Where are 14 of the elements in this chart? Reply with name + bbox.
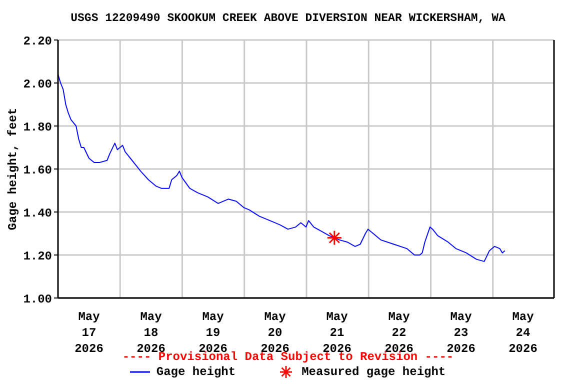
chart-title: USGS 12209490 SKOOKUM CREEK ABOVE DIVERSION NEAR WICKERSHAM, WA bbox=[70, 12, 506, 25]
x-tick-label: May 23 2026 bbox=[446, 310, 476, 356]
y-tick-label: 1.40 bbox=[23, 206, 52, 220]
legend-label: Measured gage height bbox=[302, 365, 446, 379]
x-tick-label: May 17 2026 bbox=[74, 310, 104, 356]
y-tick-label: 1.80 bbox=[23, 120, 52, 134]
y-tick-label: 2.00 bbox=[23, 77, 52, 92]
y-tick-label: 1.60 bbox=[23, 163, 52, 178]
legend-label: Gage height bbox=[156, 365, 236, 379]
y-tick-label: 1.00 bbox=[23, 292, 52, 306]
y-axis-title: Gage height, feet bbox=[6, 108, 20, 230]
y-tick-label: 1.20 bbox=[23, 249, 52, 264]
y-tick-label: 2.20 bbox=[23, 34, 52, 48]
x-tick-label: May 24 2026 bbox=[508, 310, 538, 356]
